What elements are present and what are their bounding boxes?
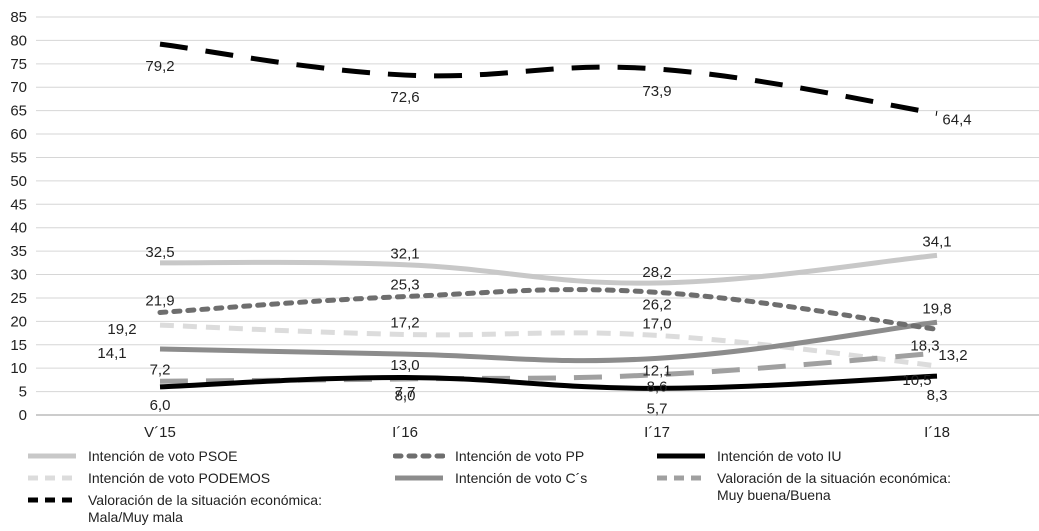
data-label: 8,6 xyxy=(647,379,668,396)
series-line-valoracion-de-la-situacion-economica-muy-buena-buena xyxy=(159,350,938,384)
legend-label: Valoración de la situación económica: Mu… xyxy=(717,470,951,503)
y-tick-label: 0 xyxy=(19,407,27,424)
legend-swatch xyxy=(28,453,76,459)
y-tick-label: 30 xyxy=(10,267,27,284)
data-label: 79,2 xyxy=(145,58,174,75)
legend-item: Intención de voto C´s xyxy=(393,470,587,487)
y-tick-label: 55 xyxy=(10,149,27,166)
y-tick-label: 10 xyxy=(10,360,27,377)
legend-swatch xyxy=(28,475,76,481)
data-label: 64,4 xyxy=(942,111,971,128)
y-tick-label: 60 xyxy=(10,126,27,143)
data-label: 17,2 xyxy=(390,314,419,331)
series-line-intencion-de-voto-podemos xyxy=(159,322,938,369)
line-chart: 0 5 10 15 20 25 30 35 40 45 50 55 60 65 70 75 80 85 V´15 I… xyxy=(10,9,1039,441)
data-label: 10,5 xyxy=(902,372,931,389)
legend-item: Valoración de la situación económica: Mu… xyxy=(655,470,951,504)
legend-label: Intención de voto PSOE xyxy=(88,448,238,464)
grid-lines xyxy=(36,16,1039,416)
legend-swatch xyxy=(395,475,443,481)
y-tick-label: 25 xyxy=(10,290,27,307)
data-labels: 32,5 32,1 28,2 34,1 21,9 25,3 26,2 18,3 6,0 8,0 5,… xyxy=(97,58,971,417)
data-label: 28,2 xyxy=(642,264,671,281)
y-tick-label: 50 xyxy=(10,173,27,190)
data-label: 32,5 xyxy=(145,244,174,261)
y-tick-label: 45 xyxy=(10,196,27,213)
legend-label: Intención de voto PP xyxy=(455,448,585,464)
data-label: 25,3 xyxy=(390,277,419,294)
x-axis-ticks: V´15 I´16 I´17 I´18 xyxy=(144,424,950,441)
data-label: 26,2 xyxy=(642,296,671,313)
chart-legend: Intención de voto PSOE Intención de voto … xyxy=(0,448,1039,531)
legend-swatch xyxy=(28,497,76,503)
data-label: 13,2 xyxy=(938,347,967,364)
series-line-intencion-de-voto-iu xyxy=(159,373,938,391)
x-tick-label: I´16 xyxy=(392,424,418,441)
series-lines xyxy=(157,41,940,391)
legend-item: Intención de voto PSOE xyxy=(26,448,237,465)
y-axis-ticks: 0 5 10 15 20 25 30 35 40 45 50 55 60 65 70 75 80 85 xyxy=(10,9,27,424)
data-label: 19,8 xyxy=(922,300,951,317)
legend-label: Intención de voto C´s xyxy=(455,470,588,486)
data-label: 8,3 xyxy=(927,387,948,404)
data-label: 32,1 xyxy=(390,246,419,263)
legend-swatch xyxy=(657,475,705,481)
data-label: 21,9 xyxy=(145,292,174,309)
data-label: 17,0 xyxy=(642,315,671,332)
data-label: 14,1 xyxy=(97,345,126,362)
legend-item: Valoración de la situación económica: Ma… xyxy=(26,492,322,526)
series-line-valoracion-de-la-situacion-economica-mala-muy-mala xyxy=(159,41,938,116)
series-line-intencion-de-voto-psoe xyxy=(159,252,938,286)
y-tick-label: 15 xyxy=(10,337,27,354)
data-label: 6,0 xyxy=(150,397,171,414)
legend-label: Intención de voto PODEMOS xyxy=(88,470,271,486)
y-tick-label: 70 xyxy=(10,79,27,96)
series-line-intencion-de-voto-pp xyxy=(157,287,940,332)
legend-item: Intención de voto PODEMOS xyxy=(26,470,270,487)
legend-swatch xyxy=(393,453,445,459)
y-tick-label: 85 xyxy=(10,9,27,26)
legend-item: Intención de voto IU xyxy=(655,448,842,465)
data-label: 72,6 xyxy=(390,89,419,106)
data-label: 18,3 xyxy=(910,337,939,354)
y-tick-label: 65 xyxy=(10,103,27,120)
data-label: 5,7 xyxy=(647,400,668,417)
legend-swatch xyxy=(657,453,705,459)
data-label: 7,7 xyxy=(395,384,416,401)
legend-item: Intención de voto PP xyxy=(393,448,584,465)
data-label: 73,9 xyxy=(642,83,671,100)
legend-label: Valoración de la situación económica: Ma… xyxy=(88,492,322,525)
legend-label: Intención de voto IU xyxy=(717,448,842,464)
data-label: 8,0 xyxy=(395,388,416,405)
data-label: 12,1 xyxy=(642,362,671,379)
x-tick-label: V´15 xyxy=(144,424,176,441)
y-tick-label: 80 xyxy=(10,32,27,49)
y-tick-label: 20 xyxy=(10,313,27,330)
y-tick-label: 35 xyxy=(10,243,27,260)
y-tick-label: 5 xyxy=(19,384,27,401)
x-tick-label: I´17 xyxy=(644,424,670,441)
data-label: 13,0 xyxy=(390,357,419,374)
y-tick-label: 75 xyxy=(10,56,27,73)
x-tick-label: I´18 xyxy=(924,424,950,441)
data-label: 34,1 xyxy=(922,233,951,250)
data-label: 19,2 xyxy=(107,321,136,338)
data-label: 7,2 xyxy=(150,361,171,378)
series-line-intencion-de-voto-c-s xyxy=(159,319,938,364)
y-tick-label: 40 xyxy=(10,220,27,237)
